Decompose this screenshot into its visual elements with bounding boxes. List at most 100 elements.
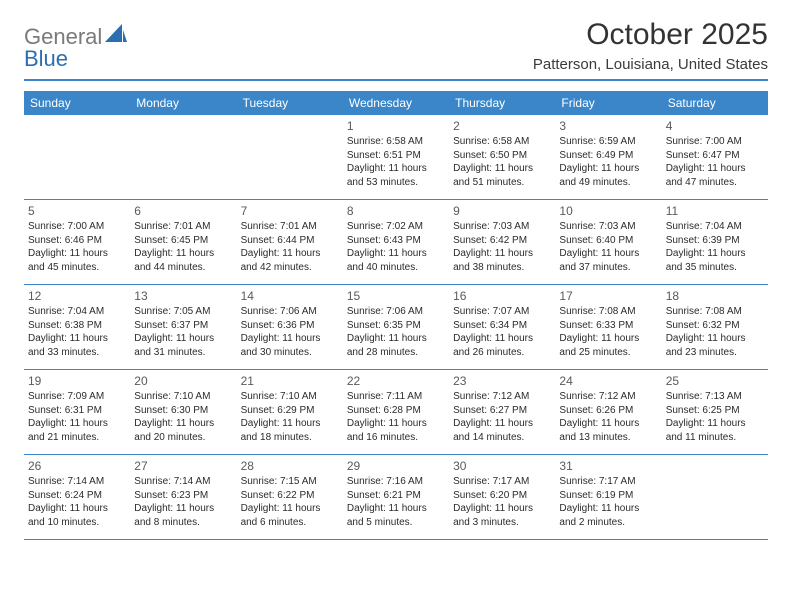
day-number: 21: [241, 373, 339, 389]
day-cell: 2Sunrise: 6:58 AMSunset: 6:50 PMDaylight…: [449, 115, 555, 199]
day-number: 15: [347, 288, 445, 304]
daylight-line: Daylight: 11 hours and 26 minutes.: [453, 332, 551, 359]
daylight-line: Daylight: 11 hours and 44 minutes.: [134, 247, 232, 274]
day-number: 10: [559, 203, 657, 219]
day-cell: 7Sunrise: 7:01 AMSunset: 6:44 PMDaylight…: [237, 200, 343, 284]
title-block: October 2025 Patterson, Louisiana, Unite…: [533, 18, 768, 73]
day-cell: 17Sunrise: 7:08 AMSunset: 6:33 PMDayligh…: [555, 285, 661, 369]
day-number: 18: [666, 288, 764, 304]
daylight-line: Daylight: 11 hours and 11 minutes.: [666, 417, 764, 444]
day-number: 13: [134, 288, 232, 304]
sunset-line: Sunset: 6:40 PM: [559, 234, 657, 248]
sunrise-line: Sunrise: 6:59 AM: [559, 135, 657, 149]
sunrise-line: Sunrise: 7:10 AM: [241, 390, 339, 404]
sunset-line: Sunset: 6:26 PM: [559, 404, 657, 418]
day-cell: 25Sunrise: 7:13 AMSunset: 6:25 PMDayligh…: [662, 370, 768, 454]
day-cell: 6Sunrise: 7:01 AMSunset: 6:45 PMDaylight…: [130, 200, 236, 284]
daylight-line: Daylight: 11 hours and 38 minutes.: [453, 247, 551, 274]
daylight-line: Daylight: 11 hours and 6 minutes.: [241, 502, 339, 529]
dow-label: Saturday: [662, 91, 768, 115]
location-text: Patterson, Louisiana, United States: [533, 56, 768, 73]
day-number: 27: [134, 458, 232, 474]
day-cell: 19Sunrise: 7:09 AMSunset: 6:31 PMDayligh…: [24, 370, 130, 454]
sunset-line: Sunset: 6:35 PM: [347, 319, 445, 333]
sunrise-line: Sunrise: 7:12 AM: [559, 390, 657, 404]
day-cell: 28Sunrise: 7:15 AMSunset: 6:22 PMDayligh…: [237, 455, 343, 539]
daylight-line: Daylight: 11 hours and 33 minutes.: [28, 332, 126, 359]
day-number: 3: [559, 118, 657, 134]
sunrise-line: Sunrise: 7:15 AM: [241, 475, 339, 489]
day-cell: 15Sunrise: 7:06 AMSunset: 6:35 PMDayligh…: [343, 285, 449, 369]
sunset-line: Sunset: 6:44 PM: [241, 234, 339, 248]
sunset-line: Sunset: 6:37 PM: [134, 319, 232, 333]
sunrise-line: Sunrise: 6:58 AM: [347, 135, 445, 149]
day-number: 17: [559, 288, 657, 304]
sunrise-line: Sunrise: 7:08 AM: [559, 305, 657, 319]
calendar: SundayMondayTuesdayWednesdayThursdayFrid…: [24, 91, 768, 540]
daylight-line: Daylight: 11 hours and 53 minutes.: [347, 162, 445, 189]
day-cell: [24, 115, 130, 199]
day-number: 14: [241, 288, 339, 304]
day-number: 11: [666, 203, 764, 219]
sunrise-line: Sunrise: 7:04 AM: [666, 220, 764, 234]
day-number: 4: [666, 118, 764, 134]
day-cell: [662, 455, 768, 539]
sunrise-line: Sunrise: 7:14 AM: [28, 475, 126, 489]
sunrise-line: Sunrise: 7:11 AM: [347, 390, 445, 404]
daylight-line: Daylight: 11 hours and 18 minutes.: [241, 417, 339, 444]
daylight-line: Daylight: 11 hours and 14 minutes.: [453, 417, 551, 444]
sunset-line: Sunset: 6:21 PM: [347, 489, 445, 503]
sunset-line: Sunset: 6:29 PM: [241, 404, 339, 418]
sunrise-line: Sunrise: 7:17 AM: [559, 475, 657, 489]
sunset-line: Sunset: 6:32 PM: [666, 319, 764, 333]
day-number: 20: [134, 373, 232, 389]
day-cell: 9Sunrise: 7:03 AMSunset: 6:42 PMDaylight…: [449, 200, 555, 284]
sail-icon: [105, 24, 127, 49]
daylight-line: Daylight: 11 hours and 40 minutes.: [347, 247, 445, 274]
day-number: 2: [453, 118, 551, 134]
day-cell: 12Sunrise: 7:04 AMSunset: 6:38 PMDayligh…: [24, 285, 130, 369]
sunset-line: Sunset: 6:47 PM: [666, 149, 764, 163]
sunset-line: Sunset: 6:34 PM: [453, 319, 551, 333]
day-cell: 30Sunrise: 7:17 AMSunset: 6:20 PMDayligh…: [449, 455, 555, 539]
daylight-line: Daylight: 11 hours and 16 minutes.: [347, 417, 445, 444]
week-row: 1Sunrise: 6:58 AMSunset: 6:51 PMDaylight…: [24, 115, 768, 200]
day-cell: 20Sunrise: 7:10 AMSunset: 6:30 PMDayligh…: [130, 370, 236, 454]
sunset-line: Sunset: 6:19 PM: [559, 489, 657, 503]
day-cell: 10Sunrise: 7:03 AMSunset: 6:40 PMDayligh…: [555, 200, 661, 284]
brand-text-blue: Blue: [24, 46, 68, 71]
sunrise-line: Sunrise: 7:02 AM: [347, 220, 445, 234]
dow-label: Friday: [555, 91, 661, 115]
daylight-line: Daylight: 11 hours and 23 minutes.: [666, 332, 764, 359]
daylight-line: Daylight: 11 hours and 10 minutes.: [28, 502, 126, 529]
day-number: 12: [28, 288, 126, 304]
daylight-line: Daylight: 11 hours and 13 minutes.: [559, 417, 657, 444]
daylight-line: Daylight: 11 hours and 28 minutes.: [347, 332, 445, 359]
daylight-line: Daylight: 11 hours and 47 minutes.: [666, 162, 764, 189]
sunrise-line: Sunrise: 7:10 AM: [134, 390, 232, 404]
sunset-line: Sunset: 6:38 PM: [28, 319, 126, 333]
sunrise-line: Sunrise: 6:58 AM: [453, 135, 551, 149]
sunrise-line: Sunrise: 7:03 AM: [559, 220, 657, 234]
day-number: 22: [347, 373, 445, 389]
day-number: 30: [453, 458, 551, 474]
daylight-line: Daylight: 11 hours and 42 minutes.: [241, 247, 339, 274]
day-cell: 18Sunrise: 7:08 AMSunset: 6:32 PMDayligh…: [662, 285, 768, 369]
day-number: 16: [453, 288, 551, 304]
day-number: 26: [28, 458, 126, 474]
day-cell: 5Sunrise: 7:00 AMSunset: 6:46 PMDaylight…: [24, 200, 130, 284]
header: General October 2025 Patterson, Louisian…: [24, 18, 768, 73]
sunset-line: Sunset: 6:39 PM: [666, 234, 764, 248]
daylight-line: Daylight: 11 hours and 25 minutes.: [559, 332, 657, 359]
day-number: 19: [28, 373, 126, 389]
sunset-line: Sunset: 6:46 PM: [28, 234, 126, 248]
calendar-page: General October 2025 Patterson, Louisian…: [0, 0, 792, 612]
daylight-line: Daylight: 11 hours and 5 minutes.: [347, 502, 445, 529]
brand-text-blue-wrap: Blue: [24, 46, 68, 72]
day-number: 31: [559, 458, 657, 474]
sunset-line: Sunset: 6:36 PM: [241, 319, 339, 333]
day-cell: 31Sunrise: 7:17 AMSunset: 6:19 PMDayligh…: [555, 455, 661, 539]
day-cell: 11Sunrise: 7:04 AMSunset: 6:39 PMDayligh…: [662, 200, 768, 284]
sunrise-line: Sunrise: 7:05 AM: [134, 305, 232, 319]
day-cell: 4Sunrise: 7:00 AMSunset: 6:47 PMDaylight…: [662, 115, 768, 199]
